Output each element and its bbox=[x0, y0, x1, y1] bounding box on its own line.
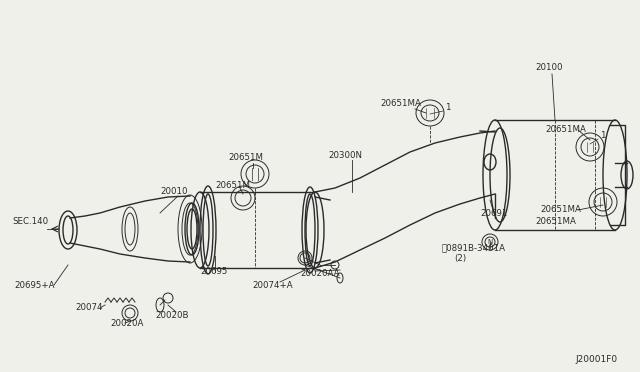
Ellipse shape bbox=[122, 207, 138, 251]
Text: SEC.140: SEC.140 bbox=[12, 218, 48, 227]
Text: 20651M: 20651M bbox=[215, 180, 250, 189]
Text: 20020B: 20020B bbox=[155, 311, 189, 320]
Text: 20074+A: 20074+A bbox=[252, 280, 292, 289]
Text: 20010: 20010 bbox=[160, 187, 188, 196]
Text: N: N bbox=[488, 239, 493, 245]
Text: 20020A: 20020A bbox=[110, 318, 143, 327]
Text: 20651MA: 20651MA bbox=[540, 205, 581, 215]
Text: ⓝ0891B-3401A: ⓝ0891B-3401A bbox=[442, 244, 506, 253]
Text: 20651MA: 20651MA bbox=[535, 218, 576, 227]
Text: 20691: 20691 bbox=[480, 209, 508, 218]
Text: 20651MA: 20651MA bbox=[380, 99, 421, 109]
Text: 20695+A: 20695+A bbox=[14, 280, 54, 289]
Text: (2): (2) bbox=[454, 253, 466, 263]
Text: 20020AA: 20020AA bbox=[300, 269, 339, 279]
Text: 1: 1 bbox=[600, 131, 605, 141]
Text: 20100: 20100 bbox=[535, 64, 563, 73]
Text: 20651M: 20651M bbox=[228, 154, 263, 163]
Text: 20074: 20074 bbox=[75, 304, 102, 312]
Text: 20695: 20695 bbox=[200, 267, 227, 276]
Text: 1: 1 bbox=[445, 103, 451, 112]
Text: 20300N: 20300N bbox=[328, 151, 362, 160]
Text: 20651MA: 20651MA bbox=[545, 125, 586, 135]
Text: J20001F0: J20001F0 bbox=[575, 356, 617, 365]
